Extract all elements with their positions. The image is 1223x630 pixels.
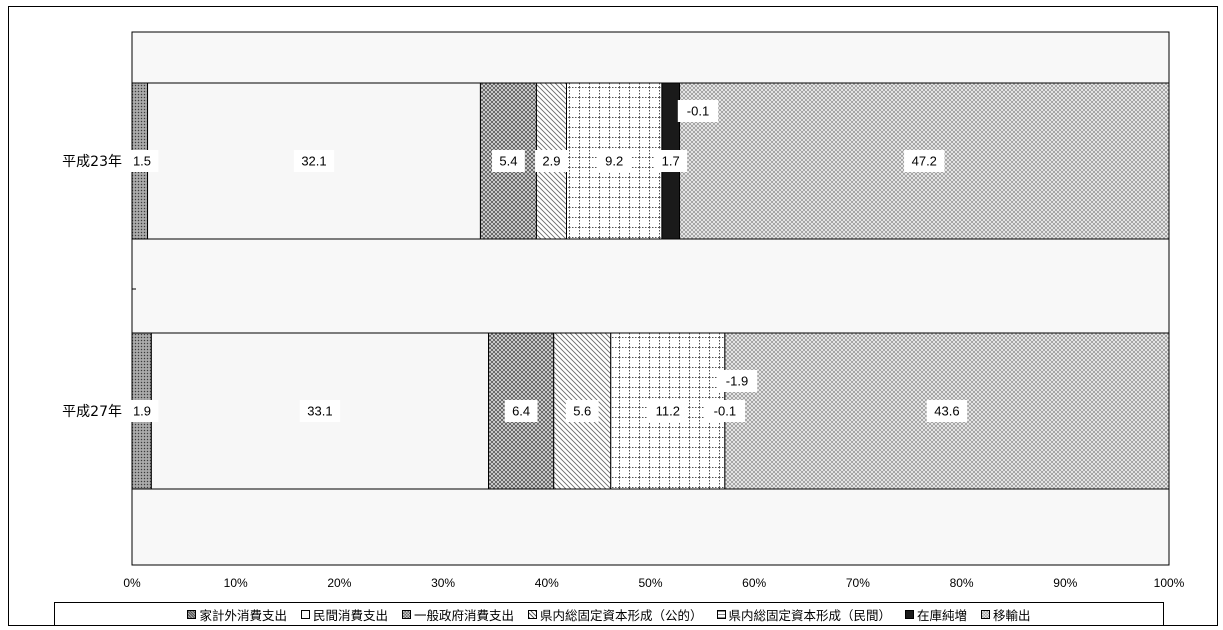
legend-swatch (905, 609, 915, 619)
svg-text:1.7: 1.7 (662, 154, 680, 169)
svg-text:32.1: 32.1 (301, 154, 326, 169)
svg-text:11.2: 11.2 (656, 404, 680, 419)
svg-text:5.6: 5.6 (573, 404, 591, 419)
x-tick-label: 30% (431, 576, 455, 590)
x-tick-label: 60% (742, 576, 766, 590)
x-tick-label: 20% (327, 576, 351, 590)
legend-swatch (300, 609, 310, 619)
svg-text:-1.9: -1.9 (726, 374, 748, 389)
legend-label: 在庫純増 (917, 607, 968, 623)
legend-item-3: 一般政府消費支出 (401, 605, 514, 624)
x-tick-label: 90% (1053, 576, 1077, 590)
legend: 家計外消費支出 民間消費支出 一般政府消費支出 県内総固定資本形成（公的） 県内総固定資… (54, 602, 1164, 626)
legend-label: 一般政府消費支出 (413, 607, 514, 623)
x-tick-label: 100% (1154, 576, 1185, 590)
data-label-1-cat-1: 1.5 (125, 150, 159, 172)
data-label-2-cat-1: 32.1 (293, 150, 335, 172)
svg-text:1.5: 1.5 (133, 154, 151, 169)
data-label-2-cat-2: 33.1 (299, 400, 341, 422)
legend-label: 移輸出 (993, 607, 1031, 623)
svg-text:33.1: 33.1 (307, 404, 332, 419)
legend-item-4: 県内総固定資本形成（公的） (527, 605, 703, 624)
legend-item-6: 在庫純増 (905, 605, 967, 624)
svg-text:-0.1: -0.1 (687, 104, 709, 119)
svg-text:1.9: 1.9 (133, 404, 151, 419)
legend-item-2: 民間消費支出 (300, 605, 388, 624)
category-label-2: 平成27年 (62, 404, 122, 420)
legend-item-1: 家計外消費支出 (187, 605, 287, 624)
chart-frame: 1.5 32.1 5.4 2.9 9.2 1.7 47.2 1.9 33.1 6.4 5.6 11.2… (8, 6, 1218, 626)
outside-label-1: -0.1 (677, 100, 719, 122)
svg-text:6.4: 6.4 (512, 404, 530, 419)
data-label-4-cat-2: 5.6 (565, 400, 599, 422)
svg-text:-0.1: -0.1 (714, 404, 736, 419)
svg-text:47.2: 47.2 (912, 154, 937, 169)
data-labels-group: 1.5 32.1 5.4 2.9 9.2 1.7 47.2 1.9 33.1 6.4 5.6 11.2… (125, 100, 968, 422)
x-tick-label: 10% (224, 576, 248, 590)
data-label-7-cat-1: 47.2 (904, 150, 945, 172)
chart-svg: 1.5 32.1 5.4 2.9 9.2 1.7 47.2 1.9 33.1 6.4 5.6 11.2… (62, 31, 1185, 590)
x-tick-label: 80% (950, 576, 974, 590)
x-tick-label: 50% (638, 576, 662, 590)
data-label-7-cat-2: 43.6 (926, 400, 968, 422)
legend-item-5: 県内総固定資本形成（民間） (716, 605, 892, 624)
legend-label: 民間消費支出 (312, 607, 388, 623)
data-label-3-cat-2: 6.4 (504, 400, 538, 422)
outside-label-2: -1.9 (716, 370, 758, 392)
x-tick-label: 70% (846, 576, 870, 590)
data-label-6-cat-2: -0.1 (704, 400, 746, 422)
legend-swatch (716, 609, 726, 619)
legend-label: 県内総固定資本形成（民間） (728, 607, 892, 623)
svg-text:43.6: 43.6 (934, 404, 959, 419)
data-label-5-cat-2: 11.2 (647, 400, 689, 422)
legend-item-7: 移輸出 (981, 605, 1031, 624)
svg-text:2.9: 2.9 (542, 154, 560, 169)
x-tick-label: 0% (123, 576, 141, 590)
svg-text:9.2: 9.2 (605, 154, 623, 169)
legend-label: 家計外消費支出 (199, 607, 287, 623)
x-tick-label: 40% (535, 576, 559, 590)
legend-swatch (981, 609, 991, 619)
legend-swatch (187, 609, 197, 619)
data-label-1-cat-2: 1.9 (125, 400, 159, 422)
svg-text:5.4: 5.4 (499, 154, 517, 169)
legend-label: 県内総固定資本形成（公的） (539, 607, 703, 623)
data-label-6-cat-1: 1.7 (654, 150, 688, 172)
data-label-5-cat-1: 9.2 (597, 150, 631, 172)
data-label-4-cat-1: 2.9 (535, 150, 568, 172)
legend-swatch (527, 609, 537, 619)
data-label-3-cat-1: 5.4 (492, 150, 525, 172)
category-label-1: 平成23年 (62, 154, 122, 170)
legend-swatch (401, 609, 411, 619)
